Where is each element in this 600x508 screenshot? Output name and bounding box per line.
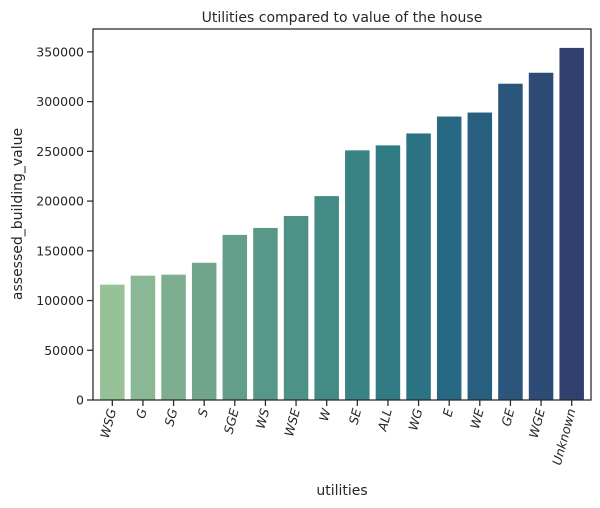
chart-title: Utilities compared to value of the house bbox=[202, 10, 483, 26]
bar-ws bbox=[253, 227, 278, 400]
bar-unknown bbox=[559, 47, 584, 401]
bar-sg bbox=[161, 274, 186, 400]
bar-wsg bbox=[100, 284, 125, 400]
bar-e bbox=[436, 116, 462, 400]
x-tick-label-se: SE bbox=[346, 407, 365, 426]
bar-ge bbox=[498, 83, 523, 401]
bar-sge bbox=[222, 234, 248, 400]
x-tick-label-wse: WSE bbox=[281, 407, 303, 438]
bar-wg bbox=[406, 133, 431, 400]
y-tick-label: 300000 bbox=[36, 94, 84, 109]
x-tick-label-sg: SG bbox=[161, 407, 180, 428]
plot-frame bbox=[92, 28, 592, 401]
x-axis-label: utilities bbox=[316, 483, 367, 499]
x-tick-label-g: G bbox=[133, 407, 150, 421]
y-axis-ticks: 0 50000 100000 150000 200000 250000 300000 3500… bbox=[36, 44, 93, 408]
bar-all bbox=[375, 145, 401, 400]
y-tick-label: 200000 bbox=[36, 194, 84, 209]
x-tick-label-unknown: Unknown bbox=[549, 407, 579, 467]
bar-wse bbox=[283, 215, 309, 400]
bar-w bbox=[314, 196, 339, 400]
y-axis-label: assessed_building_value bbox=[10, 128, 26, 300]
y-tick-label: 100000 bbox=[36, 293, 84, 308]
bar-s bbox=[191, 262, 217, 400]
x-tick-label-w: W bbox=[316, 406, 334, 422]
x-axis-ticks: WSG G SG S SGE WS WSE W SE ALL WG E WE GE WGE Unknown bbox=[97, 400, 579, 467]
x-tick-label-e: E bbox=[440, 407, 457, 419]
bars-group bbox=[100, 47, 584, 401]
y-tick-label: 50000 bbox=[44, 343, 84, 358]
x-tick-label-all: ALL bbox=[374, 407, 395, 434]
y-tick-label: 0 bbox=[76, 393, 84, 408]
x-tick-label-wsg: WSG bbox=[97, 407, 119, 440]
x-tick-label-ws: WS bbox=[253, 407, 273, 431]
y-tick-label: 250000 bbox=[36, 144, 84, 159]
bar-se bbox=[345, 150, 370, 400]
x-tick-label-wg: WG bbox=[405, 407, 425, 432]
y-tick-label: 350000 bbox=[36, 44, 84, 59]
bar-g bbox=[130, 275, 156, 400]
x-tick-label-wge: WGE bbox=[526, 407, 548, 440]
x-tick-label-sge: SGE bbox=[221, 407, 242, 436]
bar-we bbox=[467, 112, 493, 401]
y-tick-label: 150000 bbox=[36, 243, 84, 258]
bar-wge bbox=[528, 72, 554, 400]
x-tick-label-we: WE bbox=[467, 407, 487, 431]
x-tick-label-s: S bbox=[195, 407, 212, 419]
x-tick-label-ge: GE bbox=[498, 407, 517, 428]
